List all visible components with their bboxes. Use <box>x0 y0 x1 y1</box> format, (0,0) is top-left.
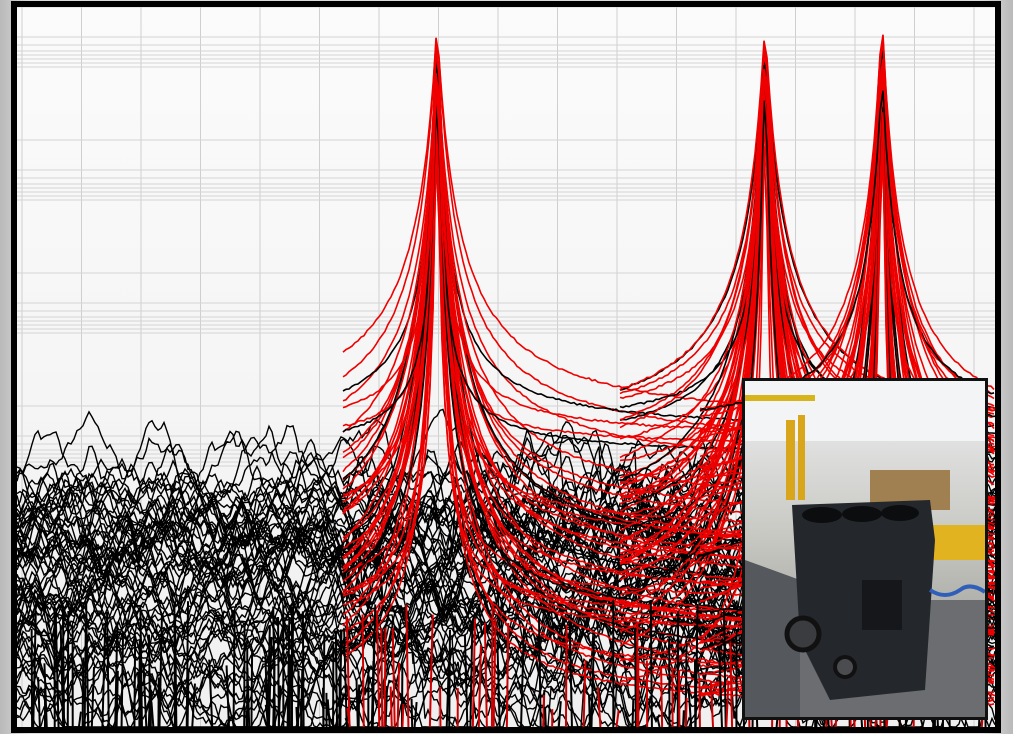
noise-stroke <box>279 685 280 727</box>
noise-stroke <box>589 694 590 727</box>
noise-stroke <box>174 604 175 727</box>
noise-stroke <box>699 678 700 727</box>
noise-stroke <box>83 658 84 727</box>
noise-stroke <box>507 623 508 727</box>
yellow-post <box>798 415 805 500</box>
yellow-beam <box>930 525 985 560</box>
noise-stroke <box>63 614 64 727</box>
noise-stroke <box>289 704 290 727</box>
noise-stroke <box>402 704 403 727</box>
yellow-post <box>786 420 795 500</box>
noise-stroke <box>686 698 687 727</box>
noise-stroke <box>233 611 234 727</box>
noise-stroke <box>356 679 357 727</box>
noise-stroke <box>149 635 150 727</box>
noise-stroke <box>323 634 324 727</box>
yellow-rail <box>745 395 815 401</box>
noise-stroke <box>412 699 413 727</box>
page: (() => { JSON.parse(document.getElementB… <box>0 0 1013 734</box>
noise-stroke <box>661 669 662 727</box>
noise-stroke <box>391 687 392 727</box>
block-opening <box>862 580 902 630</box>
cylinder <box>881 505 919 521</box>
port <box>835 657 855 677</box>
noise-stroke <box>566 625 567 727</box>
noise-stroke <box>303 611 304 727</box>
flange <box>787 618 819 650</box>
ceiling <box>745 381 985 441</box>
inset-photo <box>742 378 988 720</box>
cylinder <box>842 506 882 522</box>
noise-stroke <box>188 669 189 727</box>
noise-stroke <box>633 698 634 727</box>
noise-stroke <box>336 631 337 727</box>
noise-stroke <box>363 614 364 727</box>
noise-stroke <box>87 680 88 727</box>
noise-stroke <box>117 671 118 727</box>
noise-stroke <box>134 638 135 727</box>
noise-stroke <box>545 707 546 727</box>
noise-stroke <box>251 649 252 727</box>
noise-stroke <box>384 628 385 727</box>
figure <box>0 0 1013 734</box>
noise-stroke <box>651 600 652 727</box>
noise-stroke <box>298 671 299 727</box>
noise-stroke <box>381 628 382 727</box>
noise-stroke <box>683 710 684 727</box>
cylinder <box>802 507 842 523</box>
photo-content <box>745 381 985 717</box>
noise-stroke <box>85 623 86 727</box>
noise-stroke <box>68 611 69 727</box>
noise-stroke <box>492 604 493 727</box>
